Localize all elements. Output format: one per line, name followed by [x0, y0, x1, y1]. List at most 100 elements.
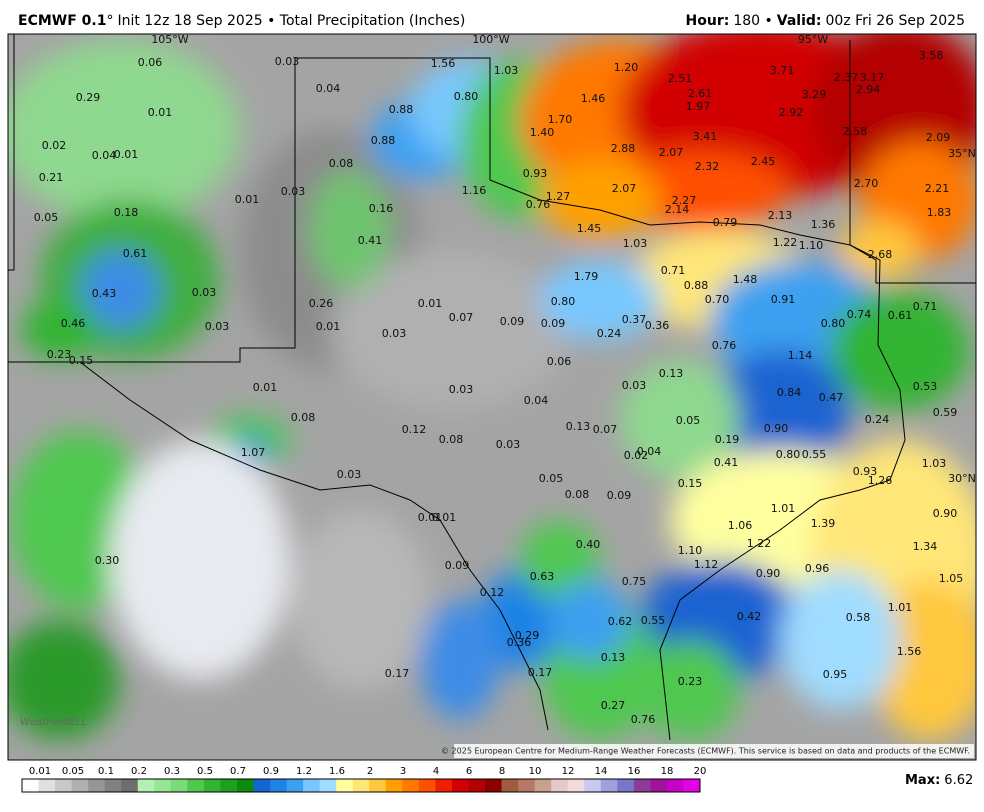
colorbar-swatch	[650, 779, 668, 792]
value-label: 0.08	[291, 411, 316, 424]
value-label: 0.01	[253, 381, 278, 394]
precip-blob	[540, 260, 660, 340]
colorbar-tick-label: 3	[400, 766, 406, 777]
value-label: 1.27	[546, 190, 571, 203]
colorbar-tick-label: 1.6	[329, 766, 345, 777]
watermark: WeatherBELL	[20, 717, 87, 728]
colorbar-swatch	[468, 779, 486, 792]
value-label: 0.41	[714, 456, 739, 469]
value-label: 0.88	[371, 134, 396, 147]
value-label: 0.02	[624, 449, 649, 462]
precip-blob	[20, 300, 100, 360]
value-label: 1.06	[728, 519, 753, 532]
value-label: 0.01	[316, 320, 341, 333]
precip-field	[8, 34, 976, 740]
precip-blob	[420, 600, 500, 720]
value-label: 0.88	[389, 103, 414, 116]
grid-label: 35°N	[948, 147, 976, 160]
colorbar-tick-label: 14	[595, 766, 608, 777]
value-label: 0.21	[39, 171, 64, 184]
colorbar-swatch	[170, 779, 188, 792]
value-label: 1.01	[771, 502, 796, 515]
credit-bg	[454, 744, 974, 758]
value-label: 0.19	[715, 433, 740, 446]
value-label: 0.53	[913, 380, 938, 393]
value-label: 0.06	[547, 355, 572, 368]
value-label: 0.80	[821, 317, 846, 330]
value-label: 0.43	[92, 287, 117, 300]
precip-blob	[640, 640, 740, 740]
value-label: 0.63	[530, 570, 555, 583]
colorbar-tick-label: 8	[499, 766, 505, 777]
value-label: 1.01	[888, 601, 913, 614]
colorbar-swatch	[154, 779, 172, 792]
value-label: 0.76	[631, 713, 656, 726]
precip-blob	[8, 40, 240, 220]
colorbar-swatch	[121, 779, 139, 792]
value-label: 3.41	[693, 130, 718, 143]
precip-blob	[110, 440, 290, 680]
value-label: 0.03	[192, 286, 217, 299]
colorbar-tick-label: 4	[433, 766, 439, 777]
value-label: 1.03	[922, 457, 947, 470]
value-label: 2.21	[925, 182, 950, 195]
precip-blob	[550, 580, 630, 660]
colorbar-swatch	[220, 779, 238, 792]
value-label: 1.48	[733, 273, 758, 286]
colorbar: 0.01 0.05 0.1 0.2 0.3 0.5 0.7 0.9 1.2 1.6 2 3 4 6 8 10 1…	[21, 766, 706, 793]
value-label: 0.12	[480, 586, 505, 599]
colorbar-swatch	[88, 779, 106, 792]
value-label: 0.01	[235, 193, 260, 206]
value-label: 1.45	[577, 222, 602, 235]
value-label: 1.03	[494, 64, 519, 77]
value-label: 1.05	[939, 572, 964, 585]
value-label: 0.07	[449, 311, 474, 324]
colorbar-swatch	[402, 779, 420, 792]
value-label: 0.40	[576, 538, 601, 551]
colorbar-tick-label: 0.1	[98, 766, 114, 777]
value-label: 0.01	[418, 511, 443, 524]
value-label: 0.04	[92, 149, 117, 162]
value-label: 1.83	[927, 206, 952, 219]
colorbar-swatch	[683, 779, 701, 792]
value-label: 0.62	[608, 615, 633, 628]
precip-blob	[540, 160, 660, 240]
value-label: 0.01	[418, 297, 443, 310]
value-label: 1.10	[799, 239, 824, 252]
value-label: 0.13	[601, 651, 626, 664]
value-label: 0.03	[281, 185, 306, 198]
value-label: 0.03	[337, 468, 362, 481]
colorbar-swatch	[236, 779, 255, 792]
value-label: 0.03	[449, 383, 474, 396]
value-label: 0.08	[439, 433, 464, 446]
precip-blob	[290, 510, 430, 690]
colorbar-tick-label: 16	[628, 766, 641, 777]
colorbar-tick-label: 1.2	[296, 766, 312, 777]
value-label: 0.05	[539, 472, 564, 485]
precip-blob	[8, 620, 120, 740]
value-label: 0.90	[756, 567, 781, 580]
colorbar-swatch	[187, 779, 205, 792]
value-label: 0.80	[776, 448, 801, 461]
model: ECMWF 0.1	[18, 13, 106, 29]
value-label: 0.03	[205, 320, 230, 333]
value-label: 0.37	[622, 313, 647, 326]
value-label: 0.88	[684, 279, 709, 292]
value-label: 2.07	[659, 146, 684, 159]
colorbar-swatch	[336, 779, 354, 792]
value-label: 0.04	[524, 394, 549, 407]
colorbar-swatch	[38, 779, 56, 792]
value-label: 2.88	[611, 142, 636, 155]
colorbar-swatch	[22, 779, 40, 792]
colorbar-swatch	[55, 779, 73, 792]
max-label: Max:	[905, 773, 940, 788]
value-label: 0.03	[382, 327, 407, 340]
value-label: 1.36	[811, 218, 836, 231]
value-label: 0.93	[523, 167, 548, 180]
max-text: Max: 6.62	[905, 773, 973, 788]
value-label: 0.01	[148, 106, 173, 119]
value-label: 0.70	[705, 293, 730, 306]
precip-blob	[710, 350, 850, 470]
colorbar-tick-label: 0.2	[131, 766, 147, 777]
